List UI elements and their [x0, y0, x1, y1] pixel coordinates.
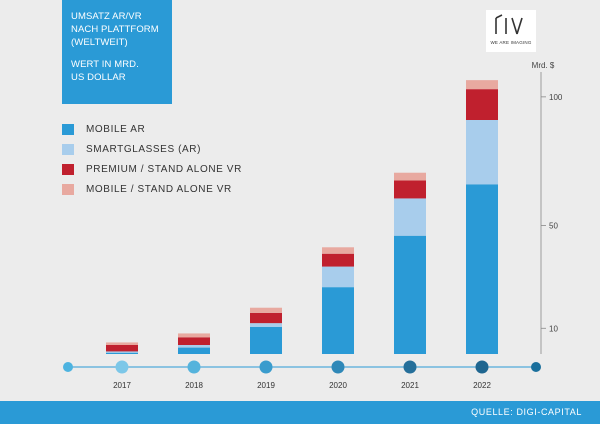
x-tick-label-2020: 2020 — [329, 381, 347, 390]
bar-2020-mobile-ar — [322, 287, 354, 354]
bar-2019-premium-stand-alone-vr — [250, 312, 282, 324]
chart-legend: MOBILE AR SMARTGLASSES (AR) PREMIUM / ST… — [62, 119, 242, 199]
timeline-dot-2018 — [187, 360, 201, 374]
legend-item-mobile-ar: MOBILE AR — [62, 119, 242, 139]
bar-2017-mobile-stand-alone-vr — [106, 342, 138, 345]
y-tick-label: 50 — [549, 221, 558, 230]
piv-logo: WE ARE IMAGING — [486, 10, 536, 52]
bar-2021-premium-stand-alone-vr — [394, 180, 426, 199]
source-footer: QUELLE: DIGI-CAPITAL — [0, 401, 600, 424]
bar-2020-mobile-stand-alone-vr — [322, 247, 354, 254]
timeline-start-dot — [63, 362, 73, 372]
timeline-end-dot — [531, 362, 541, 372]
legend-swatch-mobile-vr — [62, 183, 74, 195]
bar-2019-mobile-ar — [250, 327, 282, 354]
bar-2020-premium-stand-alone-vr — [322, 253, 354, 267]
piv-logo-mark — [495, 14, 523, 35]
x-tick-label-2022: 2022 — [473, 381, 491, 390]
bar-2020-smartglasses-ar- — [322, 266, 354, 288]
bar-2019-smartglasses-ar- — [250, 323, 282, 327]
unit-line-1: WERT IN MRD. — [71, 59, 139, 70]
y-tick-label: 100 — [549, 93, 563, 102]
legend-item-smartglasses: SMARTGLASSES (AR) — [62, 139, 242, 159]
bar-2018-premium-stand-alone-vr — [178, 337, 210, 345]
timeline-dot-2020 — [331, 360, 345, 374]
y-tick-label: 10 — [549, 324, 558, 333]
logo-tagline: WE ARE IMAGING — [490, 40, 532, 45]
legend-item-mobile-vr: MOBILE / STAND ALONE VR — [62, 179, 242, 199]
title-line-3: (WELTWEIT) — [71, 37, 128, 48]
legend-label-premium-vr: PREMIUM / STAND ALONE VR — [86, 163, 242, 175]
bar-2021-mobile-stand-alone-vr — [394, 172, 426, 181]
legend-item-premium-vr: PREMIUM / STAND ALONE VR — [62, 159, 242, 179]
legend-label-mobile-ar: MOBILE AR — [86, 123, 146, 135]
legend-swatch-mobile-ar — [62, 123, 74, 135]
x-tick-label-2021: 2021 — [401, 381, 419, 390]
bar-2018-mobile-ar — [178, 347, 210, 354]
bar-2017-mobile-ar — [106, 352, 138, 354]
bar-2022-mobile-ar — [466, 184, 498, 354]
unit-line-2: US DOLLAR — [71, 72, 126, 83]
bar-2019-mobile-stand-alone-vr — [250, 307, 282, 313]
title-line-2: NACH PLATTFORM — [71, 24, 159, 35]
timeline-dot-2022 — [475, 360, 489, 374]
bar-2017-smartglasses-ar- — [106, 351, 138, 353]
bar-2018-smartglasses-ar- — [178, 345, 210, 348]
legend-label-smartglasses: SMARTGLASSES (AR) — [86, 143, 202, 155]
legend-swatch-premium-vr — [62, 163, 74, 175]
timeline-dot-2019 — [259, 360, 273, 374]
bar-2021-mobile-ar — [394, 235, 426, 354]
x-tick-label-2018: 2018 — [185, 381, 203, 390]
bar-2017-premium-stand-alone-vr — [106, 345, 138, 352]
bar-2021-smartglasses-ar- — [394, 198, 426, 236]
legend-swatch-smartglasses — [62, 143, 74, 155]
chart-title-box: UMSATZ AR/VR NACH PLATTFORM (WELTWEIT) W… — [62, 0, 172, 104]
bar-2022-mobile-stand-alone-vr — [466, 80, 498, 90]
y-axis-unit-label: Mrd. $ — [532, 61, 555, 70]
legend-label-mobile-vr: MOBILE / STAND ALONE VR — [86, 183, 232, 195]
bar-2018-mobile-stand-alone-vr — [178, 333, 210, 338]
timeline-dot-2017 — [115, 360, 129, 374]
timeline-dot-2021 — [403, 360, 417, 374]
title-line-1: UMSATZ AR/VR — [71, 11, 142, 22]
bar-2022-premium-stand-alone-vr — [466, 89, 498, 120]
bar-2022-smartglasses-ar- — [466, 120, 498, 185]
x-tick-label-2017: 2017 — [113, 381, 131, 390]
x-tick-label-2019: 2019 — [257, 381, 275, 390]
